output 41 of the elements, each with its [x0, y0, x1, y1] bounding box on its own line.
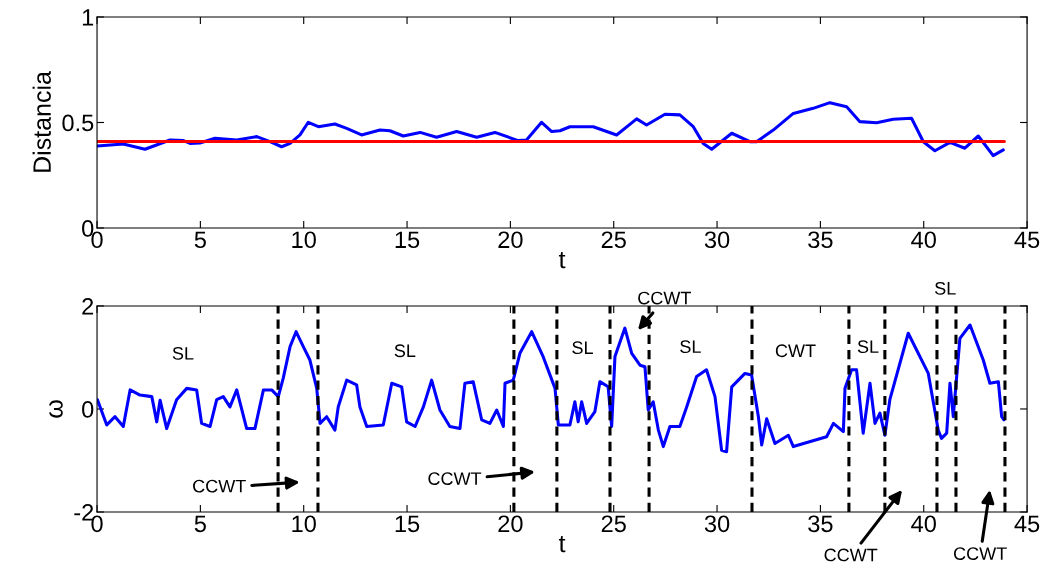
annotation: CWT: [775, 344, 816, 358]
x-tick-label: 20: [498, 515, 523, 533]
annotation: CCWT: [193, 479, 246, 493]
x-tick-label: 20: [498, 231, 523, 249]
y-tick-label: 2: [82, 298, 94, 315]
x-tick-label: 5: [194, 515, 206, 533]
x-tick-label: 15: [395, 231, 420, 249]
text: CCWT: [953, 547, 1007, 560]
x-axis-title: t: [558, 535, 566, 553]
x-tick-label: 40: [911, 515, 936, 533]
y-tick-label: 0.5: [62, 114, 94, 132]
text: CCWT: [638, 291, 691, 305]
x-tick-label: 30: [704, 231, 730, 249]
x-tick-label: 10: [292, 515, 316, 533]
annotation: CCWT: [428, 472, 482, 486]
x-tick-label: 30: [704, 515, 730, 533]
text: CCWT: [824, 548, 878, 562]
line-series: [97, 101, 1005, 158]
x-tick-label: 35: [808, 231, 833, 249]
annotation: SL: [572, 341, 593, 355]
y-tick-label: 0: [82, 401, 94, 418]
y-axis-title: ω: [49, 400, 63, 418]
x-tick-label: 25: [601, 231, 626, 249]
y-tick-label: 1: [82, 9, 94, 26]
y-tick-label: -2: [74, 504, 94, 521]
x-tick-label: 45: [1014, 515, 1040, 533]
y-axis-title: Distancia: [32, 71, 51, 172]
x-tick-label: 25: [601, 515, 626, 533]
annotation: SL: [172, 346, 194, 360]
x-tick-label: 5: [194, 231, 206, 249]
x-axis-title: t: [558, 251, 566, 269]
x-tick-label: 45: [1014, 231, 1040, 249]
text: SL: [935, 281, 956, 295]
x-tick-label: 35: [808, 515, 833, 533]
annotation: SL: [857, 340, 879, 354]
annotation: SL: [394, 344, 416, 358]
line-series: [97, 323, 1006, 454]
annotation: SL: [680, 340, 701, 354]
x-tick-label: 10: [292, 231, 316, 249]
x-tick-label: 15: [395, 515, 420, 533]
x-tick-label: 40: [911, 231, 936, 249]
